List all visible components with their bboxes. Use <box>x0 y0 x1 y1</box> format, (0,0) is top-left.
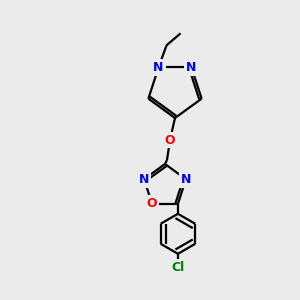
Text: Cl: Cl <box>171 261 184 274</box>
Text: N: N <box>153 61 164 74</box>
Text: O: O <box>147 197 158 210</box>
Text: O: O <box>165 134 175 146</box>
Text: N: N <box>186 61 197 74</box>
Text: N: N <box>181 173 191 186</box>
Text: N: N <box>139 173 149 186</box>
